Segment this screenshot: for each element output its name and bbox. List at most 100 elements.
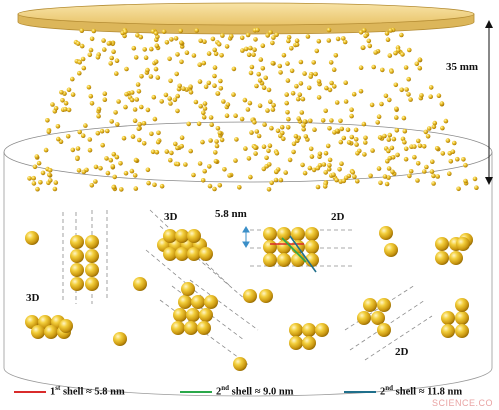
height-arrow bbox=[485, 20, 493, 185]
particle bbox=[436, 93, 442, 98]
particle bbox=[294, 42, 300, 47]
particle bbox=[115, 122, 120, 127]
particle bbox=[209, 122, 214, 127]
particle bbox=[431, 173, 436, 179]
particle bbox=[134, 97, 140, 102]
particle bbox=[328, 60, 334, 65]
particle bbox=[291, 141, 297, 147]
particle bbox=[382, 174, 388, 179]
particle bbox=[231, 92, 236, 97]
particle bbox=[257, 78, 263, 83]
particle bbox=[474, 185, 479, 190]
deposited-particle bbox=[435, 251, 449, 265]
particle bbox=[164, 40, 170, 45]
particle bbox=[286, 116, 291, 122]
particle bbox=[108, 157, 114, 163]
particle bbox=[393, 50, 398, 56]
deposited-particle bbox=[199, 247, 213, 261]
particle bbox=[175, 108, 180, 114]
particle bbox=[262, 122, 267, 127]
particle bbox=[303, 134, 309, 139]
particle bbox=[153, 66, 159, 72]
particle bbox=[87, 137, 93, 142]
particle bbox=[440, 125, 445, 131]
particle bbox=[70, 76, 75, 82]
particle bbox=[363, 140, 368, 145]
particle bbox=[452, 140, 457, 146]
particle bbox=[265, 33, 271, 38]
particle bbox=[154, 149, 160, 155]
spacing-arrow bbox=[242, 226, 250, 248]
legend-second-shell-9: 2nd shell ≈ 9.0 nm bbox=[216, 384, 294, 398]
particle bbox=[461, 157, 466, 162]
particle bbox=[261, 85, 267, 90]
particle bbox=[332, 84, 337, 89]
particle bbox=[305, 34, 311, 39]
particle bbox=[202, 39, 207, 44]
particle bbox=[311, 167, 317, 173]
particle bbox=[416, 138, 421, 144]
particle bbox=[439, 101, 445, 106]
deposited-particle bbox=[455, 298, 469, 312]
particle bbox=[362, 152, 367, 157]
particle bbox=[148, 74, 154, 79]
particle bbox=[361, 121, 367, 127]
particle bbox=[136, 89, 142, 94]
particle bbox=[243, 146, 248, 151]
particle bbox=[285, 110, 290, 115]
particle bbox=[271, 35, 276, 40]
particle bbox=[212, 47, 217, 53]
particle bbox=[52, 186, 58, 192]
particle bbox=[406, 76, 412, 82]
particle bbox=[326, 38, 332, 43]
particle bbox=[266, 187, 272, 192]
particle bbox=[109, 119, 114, 124]
particle bbox=[218, 78, 223, 84]
particle bbox=[383, 93, 389, 99]
particle bbox=[268, 30, 273, 35]
particle bbox=[111, 49, 116, 54]
particle bbox=[407, 47, 412, 53]
particle bbox=[419, 93, 424, 98]
particle bbox=[212, 65, 218, 70]
particle bbox=[346, 140, 352, 145]
particle bbox=[326, 27, 332, 33]
particle bbox=[333, 53, 339, 58]
particle bbox=[366, 38, 372, 44]
deposited-particle bbox=[263, 240, 277, 254]
particle bbox=[363, 33, 368, 39]
deposited-particle bbox=[70, 263, 84, 277]
particle bbox=[102, 91, 108, 96]
particle bbox=[463, 178, 468, 184]
deposited-particle bbox=[85, 249, 99, 263]
particle bbox=[66, 107, 72, 113]
particle bbox=[342, 39, 348, 45]
particle bbox=[431, 124, 437, 130]
particle bbox=[403, 156, 409, 162]
particle bbox=[274, 32, 279, 38]
particle bbox=[316, 79, 322, 84]
particle bbox=[89, 36, 95, 42]
particle bbox=[353, 137, 359, 142]
particle bbox=[132, 173, 138, 178]
particle bbox=[216, 41, 222, 47]
particle bbox=[208, 115, 214, 120]
particle bbox=[265, 108, 270, 113]
deposited-particle bbox=[233, 357, 247, 371]
particle bbox=[389, 145, 395, 151]
particle bbox=[394, 115, 399, 120]
deposited-particle bbox=[363, 298, 377, 312]
particle bbox=[281, 136, 286, 142]
particle bbox=[253, 37, 258, 42]
particle bbox=[164, 149, 170, 154]
particle bbox=[337, 167, 342, 172]
particle bbox=[130, 134, 136, 139]
particle bbox=[45, 118, 50, 123]
particle bbox=[391, 136, 397, 142]
particle bbox=[139, 74, 144, 79]
particle bbox=[285, 61, 290, 66]
particle bbox=[387, 97, 392, 103]
particle bbox=[414, 61, 420, 67]
particle bbox=[456, 186, 461, 192]
particle bbox=[248, 70, 254, 76]
